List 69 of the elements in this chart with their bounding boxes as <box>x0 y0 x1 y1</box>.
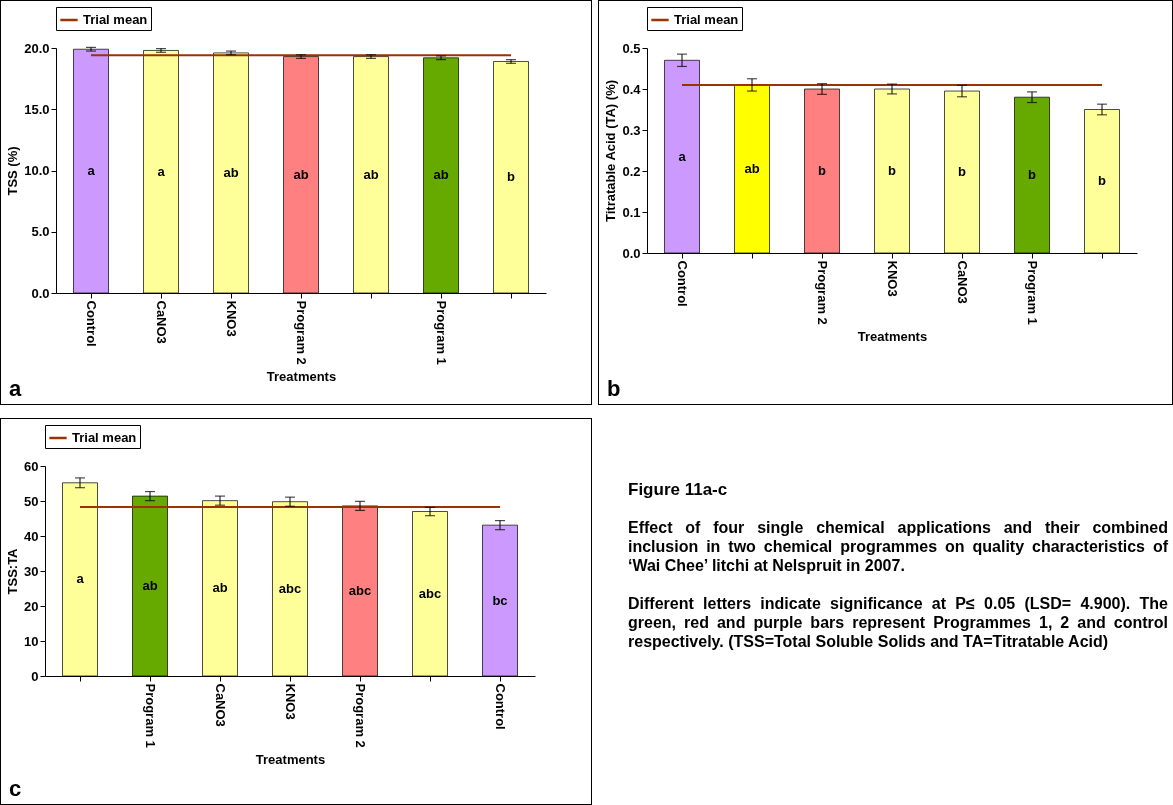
y-tick-label: 0.3 <box>622 122 641 138</box>
y-tick-label: 0.2 <box>622 163 641 179</box>
text: Figure 11a-c <box>628 480 729 500</box>
y-tick-label: 20 <box>24 598 39 614</box>
data-label: abc <box>348 582 372 598</box>
y-tick-label: 10.0 <box>24 163 50 178</box>
text: Different letters indicate significance at P≤ 0.05 (LSD= 4.900). The green, red and purple bars represent Programmes 1, 2 and control respectively. (TSS=Total Soluble Solids and TA=Titratable Acid) <box>628 593 1168 652</box>
y-tick-label: 30 <box>24 563 39 579</box>
y-tick-label: 0.4 <box>622 81 642 97</box>
legend-label: Trial mean <box>72 430 137 445</box>
y-tick-label: 0.5 <box>622 40 641 56</box>
x-axis-title: Treatments <box>857 328 928 344</box>
text: b <box>607 376 621 402</box>
x-tick-label: Program 1 <box>434 300 449 365</box>
x-tick-label: Control <box>84 300 99 347</box>
x-tick-label: Program 2 <box>294 300 309 365</box>
data-label: bc <box>492 592 508 608</box>
y-tick-label: 40 <box>24 528 39 544</box>
data-label: a <box>678 148 687 164</box>
data-label: ab <box>223 164 239 180</box>
data-label: ab <box>744 160 760 176</box>
text: Effect of four single chemical applications and their combined inclusion in two chemical programmes on quality characteristics of ‘Wai Chee’ litchi at Nelspruit in 2007. <box>628 518 1168 576</box>
y-tick-label: 0.0 <box>31 285 50 301</box>
data-label: b <box>888 163 897 178</box>
data-label: abc <box>418 585 442 601</box>
y-axis-title: Titratable Acid (TA) (%) <box>603 79 619 223</box>
legend-label: Trial mean <box>674 12 739 27</box>
data-label: b <box>818 163 827 178</box>
y-tick-label: 0.0 <box>622 245 641 261</box>
x-tick-label: Program 1 <box>1025 260 1040 325</box>
x-tick-label: CaNO3 <box>955 260 970 304</box>
y-tick-label: 5.0 <box>31 224 50 240</box>
text: a <box>9 376 22 402</box>
x-tick-label: Program 1 <box>143 683 158 748</box>
y-tick-label: 60 <box>24 458 39 474</box>
y-tick-label: 0.1 <box>622 204 641 220</box>
x-tick-label: CaNO3 <box>213 683 228 727</box>
data-label: a <box>157 163 166 179</box>
x-tick-label: KNO3 <box>283 683 298 720</box>
y-tick-label: 15.0 <box>24 101 50 117</box>
y-tick-label: 0 <box>31 668 39 684</box>
data-label: b <box>958 164 967 180</box>
y-tick-label: 20.0 <box>24 40 50 56</box>
y-axis-title: TSS:TA <box>5 547 21 595</box>
x-axis-title: Treatments <box>266 368 337 384</box>
data-label: ab <box>293 166 309 182</box>
y-tick-label: 10 <box>24 633 39 649</box>
data-label: ab <box>212 580 228 596</box>
data-label: ab <box>142 578 158 594</box>
text: c <box>9 776 22 802</box>
x-tick-label: Control <box>675 260 690 307</box>
x-tick-label: KNO3 <box>885 260 900 297</box>
x-tick-label: CaNO3 <box>154 300 169 344</box>
y-tick-label: 50 <box>24 493 39 509</box>
x-tick-label: Control <box>493 683 508 730</box>
data-label: b <box>1028 167 1037 183</box>
data-label: b <box>1098 173 1107 189</box>
x-axis-title: Treatments <box>255 751 326 767</box>
data-label: ab <box>363 166 379 182</box>
data-label: b <box>507 169 516 185</box>
data-label: abc <box>278 580 302 596</box>
y-axis-title: TSS (%) <box>5 146 21 196</box>
data-label: ab <box>433 167 449 183</box>
x-tick-label: Program 2 <box>353 683 368 748</box>
x-tick-label: KNO3 <box>224 300 239 337</box>
data-label: a <box>87 163 96 179</box>
x-tick-label: Program 2 <box>815 260 830 325</box>
legend-label: Trial mean <box>83 12 148 27</box>
data-label: a <box>76 571 85 587</box>
